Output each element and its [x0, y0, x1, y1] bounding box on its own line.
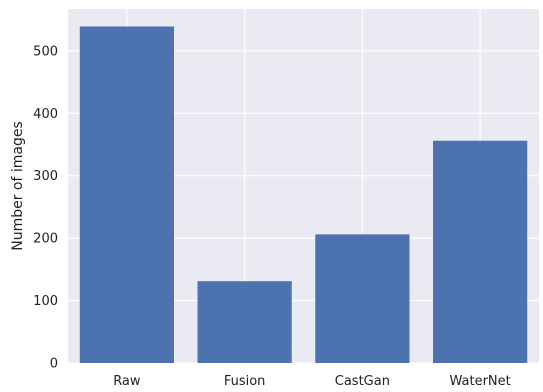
- bar-raw: [79, 26, 174, 364]
- y-axis-label: Number of images: [10, 121, 26, 251]
- x-tick-label: WaterNet: [450, 374, 511, 389]
- bar-castgan: [315, 234, 410, 363]
- bars: [79, 26, 528, 364]
- y-tick-label: 100: [33, 294, 58, 309]
- x-tick-label: Fusion: [224, 374, 266, 389]
- y-tick-label: 200: [33, 232, 58, 247]
- y-tick-label: 500: [33, 44, 58, 59]
- y-axis-ticks: 0 100 200 300 400 500: [33, 44, 58, 371]
- x-tick-label: CastGan: [335, 374, 390, 389]
- x-axis-ticks: Raw Fusion CastGan WaterNet: [113, 374, 511, 389]
- y-tick-label: 300: [33, 169, 58, 184]
- bar-fusion: [197, 281, 292, 363]
- x-tick-label: Raw: [113, 374, 141, 389]
- y-tick-label: 0: [50, 357, 58, 372]
- y-tick-label: 400: [33, 107, 58, 122]
- bar-waternet: [433, 140, 528, 363]
